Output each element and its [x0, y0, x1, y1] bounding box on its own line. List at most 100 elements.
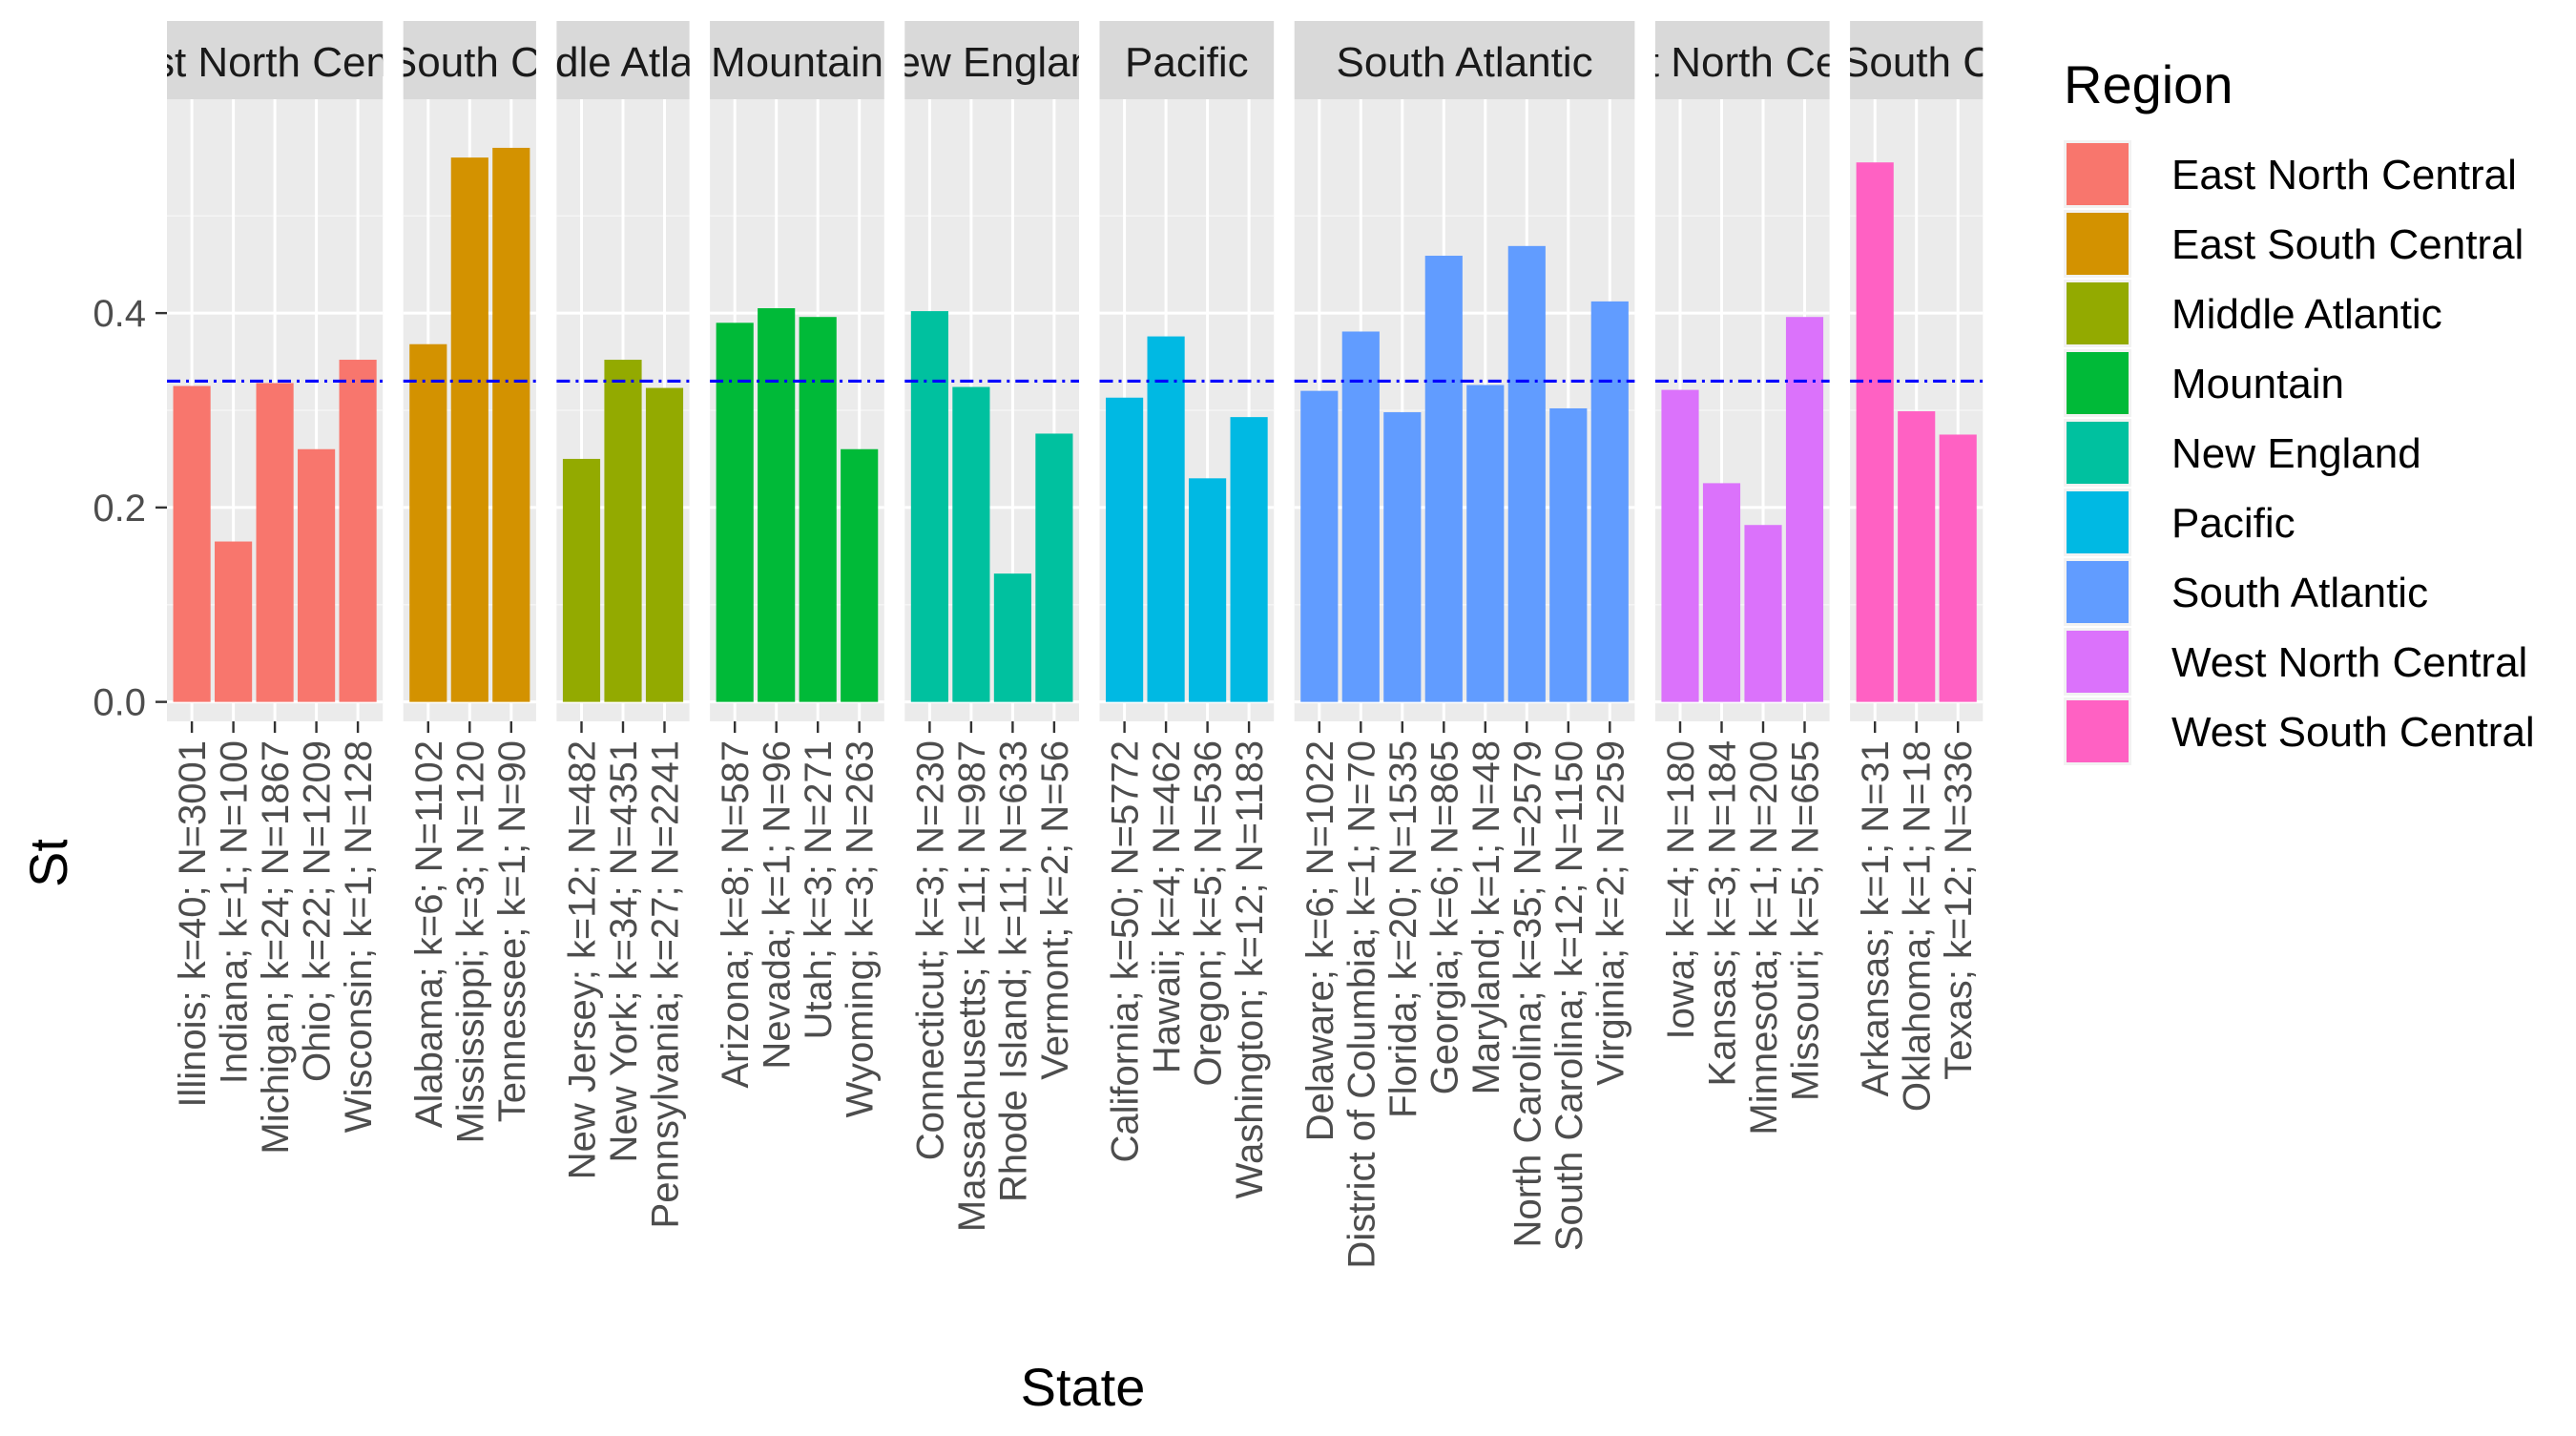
y-tick-label: 0.2	[93, 488, 146, 530]
x-tick-label: Kansas; k=3; N=184	[1702, 740, 1744, 1086]
facet-strip-label: New England	[867, 39, 1117, 86]
bar	[339, 360, 377, 702]
x-tick-label: Georgia; k=6; N=865	[1423, 740, 1465, 1094]
x-tick-label: Arizona; k=8; N=587	[715, 740, 757, 1089]
x-tick-label: Ohio; k=22; N=1209	[297, 740, 339, 1082]
facet-strip	[904, 21, 1079, 99]
x-tick-label: Rhode Island; k=11; N=633	[992, 740, 1034, 1202]
bar	[1383, 412, 1422, 702]
x-tick-label: Virginia; k=2; N=259	[1589, 740, 1631, 1086]
facet-strip	[1294, 21, 1635, 99]
legend-swatch	[2067, 491, 2129, 553]
x-tick-label: Washington; k=12; N=1183	[1229, 740, 1271, 1198]
bar	[910, 311, 948, 702]
legend: Region East North Central East South Centr…	[2064, 54, 2535, 765]
facet-strip	[1850, 21, 1984, 99]
x-tick-label: Arkansas; k=1; N=31	[1855, 740, 1897, 1097]
bar	[298, 448, 336, 702]
bar	[1549, 407, 1588, 702]
facet-strip-label: West South Central	[1735, 39, 2098, 86]
x-tick-label: Wisconsin; k=1; N=128	[338, 740, 380, 1133]
bar	[1590, 301, 1629, 702]
bar	[1035, 433, 1073, 702]
legend-swatch	[2067, 561, 2129, 623]
x-tick-label: Oklahoma; k=1; N=18	[1897, 740, 1939, 1112]
x-tick-label: Connecticut; k=3; N=230	[909, 740, 951, 1160]
x-tick-label: Nevada; k=1; N=96	[757, 740, 799, 1070]
facet-strip-label: Middle Atlantic	[488, 39, 758, 86]
bar	[716, 323, 754, 702]
x-tick-label: South Carolina; k=12; N=1150	[1548, 740, 1590, 1251]
x-tick-label: Iowa; k=4; N=180	[1660, 740, 1702, 1040]
bar	[215, 541, 253, 702]
bar	[645, 387, 684, 702]
facet-strip	[167, 21, 384, 99]
x-tick-label: Massachusetts; k=11; N=987	[951, 740, 993, 1232]
y-tick-label: 0.0	[93, 682, 146, 724]
facet-strip	[1099, 21, 1275, 99]
y-axis-title: State-level P(C) controlled for baseline	[18, 0, 78, 887]
bar	[604, 360, 642, 702]
facet-strip	[556, 21, 690, 99]
bar	[1341, 331, 1380, 702]
facet-panel: Middle Atlantic New Jersey; k=12; N=482 Ne…	[488, 21, 758, 1228]
x-tick-label: California; k=50; N=5772	[1105, 740, 1147, 1163]
facet-strip-label: Pacific	[1125, 39, 1249, 86]
legend-swatch	[2067, 282, 2129, 344]
bar	[1702, 483, 1741, 702]
bar	[1106, 397, 1144, 702]
facet-strip-label: South Atlantic	[1337, 39, 1593, 86]
legend-label: West South Central	[2171, 709, 2535, 756]
bar	[1424, 256, 1463, 702]
facet-strip-label: Mountain	[711, 39, 883, 86]
x-tick-label: Indiana; k=1; N=100	[214, 740, 256, 1084]
x-tick-label: Missouri; k=5; N=655	[1785, 740, 1827, 1101]
bar	[1189, 478, 1227, 702]
bar	[1147, 336, 1185, 702]
x-tick-label: Oregon; k=5; N=536	[1188, 740, 1230, 1086]
bar	[562, 458, 601, 702]
facet-panel: West South Central Arkansas; k=1; N=31 Okl…	[1735, 21, 2098, 1112]
facet-strip	[403, 21, 536, 99]
bar	[1744, 525, 1782, 702]
facet-panel: Mountain Arizona; k=8; N=587 Nevada; k=1; …	[710, 21, 884, 1117]
x-tick-label: Wyoming; k=3; N=263	[840, 740, 882, 1117]
bar	[1230, 417, 1268, 702]
facet-panel: New England Connecticut; k=3; N=230 Massac…	[867, 21, 1117, 1232]
bar	[1856, 162, 1894, 702]
x-tick-label: Delaware; k=6; N=1022	[1299, 740, 1341, 1141]
bar	[799, 317, 837, 702]
legend-label: New England	[2171, 430, 2421, 477]
legend-swatch	[2067, 213, 2129, 275]
bar	[1507, 245, 1546, 702]
legend-title: Region	[2064, 54, 2233, 114]
x-tick-label: Vermont; k=2; N=56	[1034, 740, 1076, 1080]
legend-swatch	[2067, 143, 2129, 205]
x-tick-label: Illinois; k=40; N=3001	[172, 740, 214, 1108]
bar	[841, 448, 879, 702]
x-tick-label: North Carolina; k=35; N=2579	[1506, 740, 1548, 1247]
legend-label: South Atlantic	[2171, 570, 2428, 616]
bar	[1661, 389, 1699, 702]
y-tick-label: 0.4	[93, 293, 146, 335]
legend-label: Middle Atlantic	[2171, 291, 2442, 338]
x-tick-label: Michigan; k=24; N=1867	[255, 740, 297, 1155]
x-axis-title: State	[1021, 1357, 1146, 1417]
legend-swatch	[2067, 352, 2129, 414]
bar	[1898, 411, 1936, 702]
bar	[758, 308, 796, 702]
x-tick-label: Tennessee; k=1; N=90	[491, 740, 533, 1122]
facet-panel: South Atlantic Delaware; k=6; N=1022 Distr…	[1294, 21, 1635, 1269]
facet-strip-label: East North Central	[102, 39, 447, 86]
legend-swatch	[2067, 631, 2129, 693]
x-tick-label: Maryland; k=1; N=48	[1465, 740, 1507, 1094]
bar	[173, 385, 211, 702]
facet-strip	[710, 21, 884, 99]
bar	[1300, 390, 1339, 702]
facet-strip-label: East South Central	[294, 39, 646, 86]
legend-label: West North Central	[2171, 639, 2527, 686]
facet-strip	[1654, 21, 1830, 99]
facet-panel: West North Central Iowa; k=4; N=180 Kansas…	[1654, 21, 1830, 1135]
